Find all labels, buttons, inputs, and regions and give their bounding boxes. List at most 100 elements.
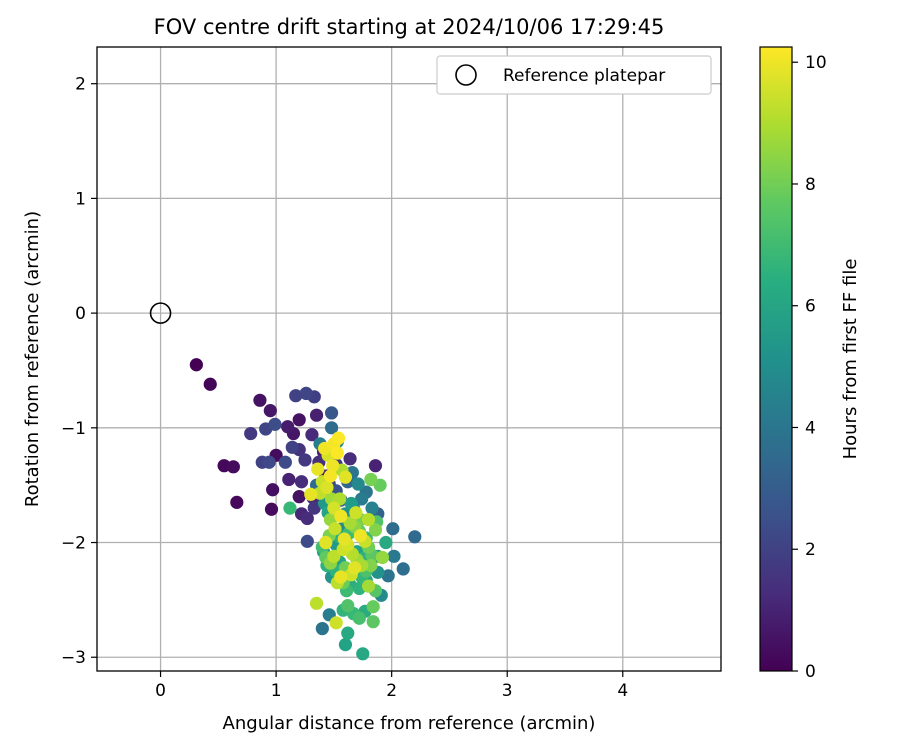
data-point [226,460,240,474]
data-point [364,472,378,487]
data-point [341,599,355,613]
plot-area [96,46,722,672]
data-point [309,596,324,610]
y-tick-label: −1 [61,419,86,439]
data-point [326,459,340,473]
data-point [300,511,314,526]
data-point [387,549,401,563]
data-point [381,569,395,583]
plot-frame [96,46,722,672]
data-point [289,389,303,403]
data-point [262,455,276,469]
legend-label-reference: Reference platepar [503,66,665,86]
data-point [305,428,319,442]
data-point [334,509,348,523]
data-point [283,501,297,515]
data-point [324,406,339,420]
y-tick-label: −3 [61,648,86,668]
legend: Reference platepar [436,55,712,95]
data-point [338,470,353,484]
data-point [315,621,329,636]
x-tick-label: 4 [617,681,628,701]
data-point [285,440,299,454]
x-tick-label: 3 [502,681,513,701]
data-point [386,522,400,536]
data-point [299,386,313,401]
reference-point [149,302,172,324]
colorbar-tick-label: 8 [805,175,816,195]
data-point [244,426,258,441]
y-axis-label: Rotation from reference (arcmin) [22,211,43,507]
data-point [379,535,393,550]
colorbar-ticks: 0 2 4 6 8 10 [792,53,827,682]
data-point [281,420,295,434]
y-tick-label: 1 [75,189,86,209]
data-point [337,532,351,546]
colorbar-tick-label: 4 [805,418,816,438]
x-tick-label: 1 [271,681,282,701]
legend-marker-reference [455,64,477,86]
data-point [230,495,244,509]
data-point [341,626,355,640]
data-point [309,408,324,422]
grid [97,47,721,671]
data-point [349,506,363,520]
data-point [361,579,376,593]
data-point [263,404,277,418]
data-point [300,534,314,548]
data-point [278,455,292,469]
chart-title: FOV centre drift starting at 2024/10/06 … [154,15,665,39]
x-tick-label: 2 [386,681,397,701]
colorbar-gradient [759,46,793,672]
data-point [396,562,410,576]
data-point [307,501,321,515]
x-axis: 0 1 2 3 4 [155,671,628,701]
data-point [253,393,267,407]
y-tick-label: 0 [75,304,86,324]
data-point [266,483,280,497]
data-point [338,638,353,652]
colorbar-label: Hours from first FF file [840,259,861,460]
data-point [368,523,383,537]
legend-box [436,55,712,95]
data-point [304,487,318,501]
colorbar: 0 2 4 6 8 10 Hours from first FF file [759,46,861,682]
data-point [323,469,338,483]
data-point [311,462,325,476]
data-point [365,501,379,515]
data-point [366,600,380,614]
y-tick-label: −2 [61,534,86,554]
data-point [331,431,346,445]
data-point [364,558,378,573]
data-point [189,358,203,372]
data-point [351,477,365,491]
data-point [327,549,341,563]
colorbar-tick-label: 10 [805,53,827,73]
data-point [343,452,357,466]
colorbar-tick-label: 0 [805,662,816,682]
data-point [330,446,344,460]
data-point [348,561,362,575]
plot-background [97,47,721,671]
data-point [375,550,390,565]
data-point [203,377,217,391]
data-point [268,417,282,431]
data-point [294,475,309,489]
data-point [368,459,383,473]
data-point [361,512,376,527]
data-point [264,502,279,516]
data-point [298,453,312,467]
data-point [328,522,342,536]
data-point [355,492,369,506]
data-point [324,421,339,435]
x-axis-label: Angular distance from reference (arcmin) [223,713,596,734]
data-point [353,529,368,543]
data-point [352,611,366,625]
data-point [292,490,306,504]
x-tick-label: 0 [155,681,166,701]
data-point [329,616,343,630]
data-point [408,530,422,544]
data-point [356,647,370,661]
colorbar-tick-label: 2 [805,540,816,560]
data-point [343,516,357,530]
